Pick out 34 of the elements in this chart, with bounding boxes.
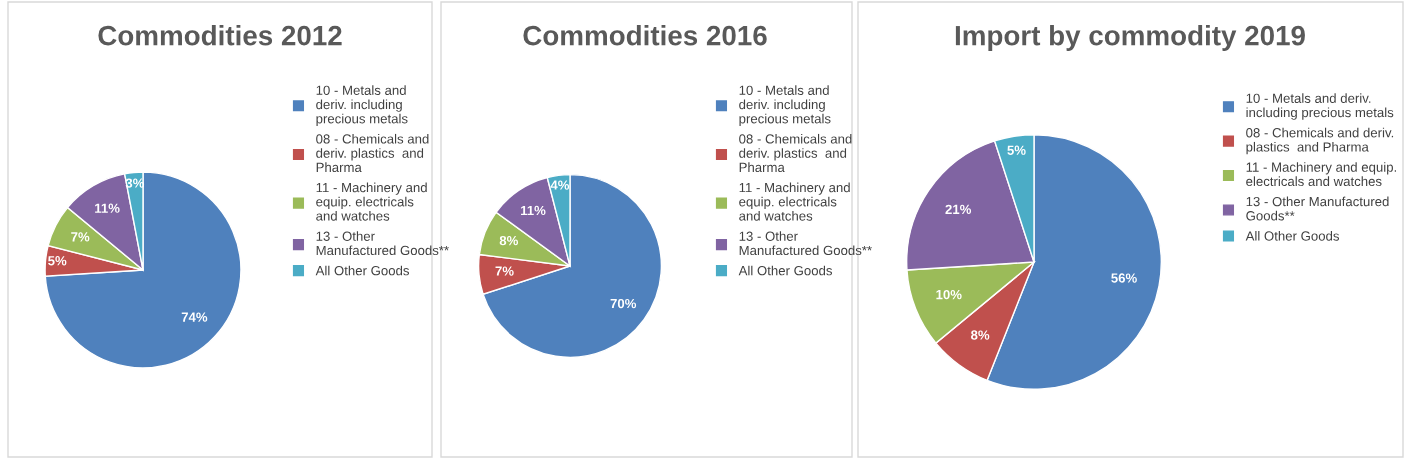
legend-label: 13 - Other Manufactured Goods** bbox=[1246, 196, 1389, 221]
legend-label: 10 - Metals and deriv. including precious metals bbox=[1246, 93, 1394, 120]
legend-label: 13 - Other Manufactured Goods** bbox=[739, 231, 872, 256]
data-label: 21% bbox=[945, 204, 972, 214]
data-label: 5% bbox=[1007, 145, 1026, 155]
pie-slice bbox=[44, 171, 242, 369]
data-label: 4% bbox=[550, 180, 570, 190]
chart-title: Commodities 2012 bbox=[98, 25, 342, 46]
data-label: 11% bbox=[521, 205, 546, 216]
legend-label: All Other Goods bbox=[1245, 230, 1340, 241]
data-label: 7% bbox=[71, 232, 90, 242]
legend-label: 10 - Metals and deriv. including precious metals bbox=[739, 85, 831, 126]
legend-label: All Other Goods bbox=[315, 265, 410, 276]
data-label: 8% bbox=[499, 235, 519, 246]
data-label: 10% bbox=[936, 289, 962, 300]
data-label: 70% bbox=[610, 298, 637, 309]
data-label: 7% bbox=[495, 266, 514, 276]
legend-label: 08 - Chemicals and deriv. plastics and Pharma bbox=[1246, 127, 1394, 155]
chart-title: Commodities 2016 bbox=[523, 25, 767, 46]
pie-slice bbox=[482, 173, 663, 359]
data-label: 8% bbox=[971, 330, 990, 340]
legend-label: 08 - Chemicals and deriv. plastics and Pharma bbox=[316, 133, 429, 173]
legend-label: 11 - Machinery and equip. electricals and watches bbox=[1246, 162, 1397, 187]
legend-label: 10 - Metals and deriv. including precious metals bbox=[316, 85, 408, 126]
data-label: 11% bbox=[95, 203, 120, 213]
legend-label: 11 - Machinery and equip. electricals and watches bbox=[739, 182, 850, 221]
chart-title: Import by commodity 2019 bbox=[955, 25, 1305, 51]
legend-label: 08 - Chemicals and deriv. plastics and Pharma bbox=[739, 133, 852, 173]
legend-label: 11 - Machinery and equip. electricals and watches bbox=[316, 182, 427, 221]
legend-label: 13 - Other Manufactured Goods** bbox=[316, 231, 449, 256]
data-label: 56% bbox=[1111, 273, 1137, 283]
data-label: 5% bbox=[48, 256, 67, 266]
data-label: 74% bbox=[181, 312, 208, 322]
legend-label: All Other Goods bbox=[738, 265, 833, 276]
